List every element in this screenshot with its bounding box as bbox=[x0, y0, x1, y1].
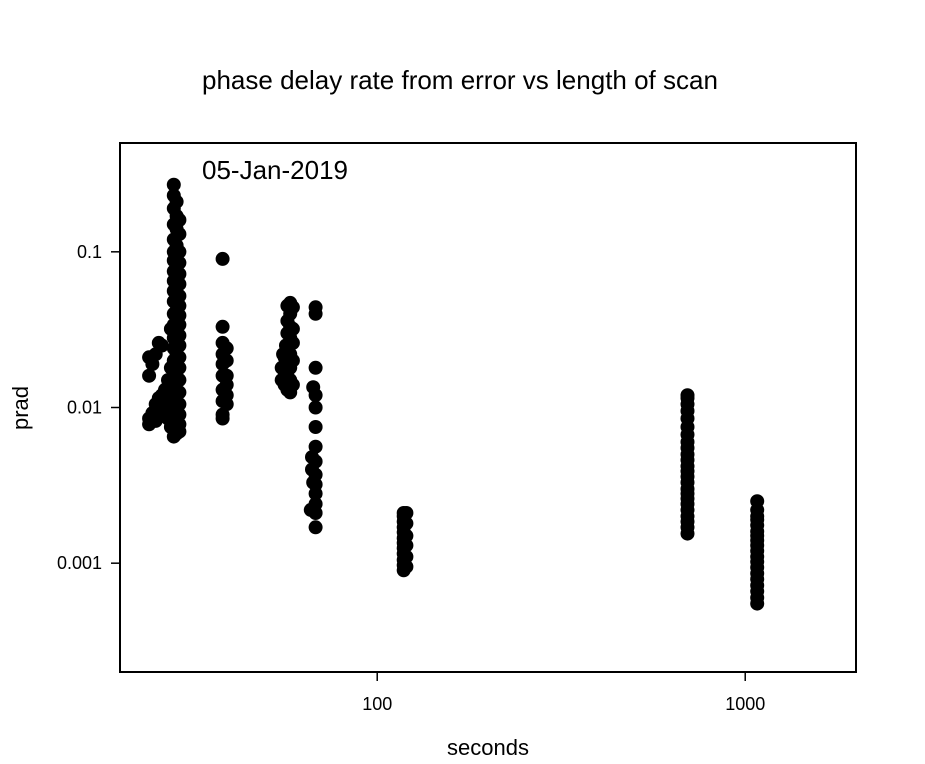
data-point bbox=[285, 321, 300, 336]
data-point bbox=[308, 400, 323, 415]
data-point bbox=[172, 267, 187, 281]
data-point bbox=[308, 454, 323, 469]
data-point bbox=[399, 538, 414, 553]
data-point bbox=[680, 388, 695, 403]
data-point bbox=[154, 338, 169, 353]
chart-title: phase delay rate from error vs length of… bbox=[202, 65, 718, 95]
data-point bbox=[399, 559, 414, 574]
data-point bbox=[142, 368, 157, 383]
data-point bbox=[172, 213, 187, 227]
data-point bbox=[172, 289, 187, 303]
data-point bbox=[172, 328, 187, 343]
data-point bbox=[215, 319, 230, 334]
data-point bbox=[399, 528, 414, 543]
data-point bbox=[285, 335, 300, 350]
y-tick-label: 0.001 bbox=[57, 553, 102, 573]
chart-subtitle: 05-Jan-2019 bbox=[202, 155, 348, 185]
data-point bbox=[308, 520, 323, 535]
data-point bbox=[219, 341, 234, 356]
x-axis: 100 1000 bbox=[362, 672, 765, 714]
data-point bbox=[285, 300, 300, 315]
data-point bbox=[172, 298, 187, 313]
data-point bbox=[399, 549, 414, 564]
data-point bbox=[308, 360, 323, 375]
data-point bbox=[172, 227, 187, 242]
data-point bbox=[172, 397, 187, 412]
data-point bbox=[399, 516, 414, 531]
data-point bbox=[172, 360, 187, 375]
data-point bbox=[399, 506, 414, 520]
x-axis-label: seconds bbox=[447, 735, 529, 760]
data-point bbox=[308, 497, 323, 511]
data-point bbox=[172, 244, 187, 259]
y-axis-label: prad bbox=[8, 386, 33, 430]
data-point bbox=[308, 467, 323, 482]
data-point bbox=[219, 368, 234, 383]
chart-title-block: phase delay rate from error vs length of… bbox=[202, 5, 718, 215]
data-points bbox=[142, 177, 765, 611]
data-point bbox=[172, 338, 187, 353]
data-point bbox=[166, 177, 181, 192]
data-point bbox=[172, 385, 187, 400]
data-point bbox=[169, 194, 184, 209]
y-tick-label: 0.1 bbox=[77, 242, 102, 262]
x-tick-label: 1000 bbox=[725, 694, 765, 714]
data-point bbox=[172, 373, 187, 388]
data-point bbox=[172, 255, 187, 270]
data-point bbox=[308, 388, 323, 403]
data-point bbox=[219, 353, 234, 368]
data-point bbox=[172, 308, 187, 323]
data-point bbox=[308, 420, 323, 434]
data-point bbox=[172, 277, 187, 292]
data-point bbox=[172, 407, 187, 422]
x-tick-label: 100 bbox=[362, 694, 392, 714]
data-point bbox=[172, 417, 187, 432]
data-point bbox=[750, 494, 765, 509]
data-point bbox=[308, 477, 323, 492]
y-axis: 0.1 0.01 0.001 bbox=[57, 242, 120, 573]
data-point bbox=[308, 300, 323, 315]
data-point bbox=[308, 439, 323, 454]
data-point bbox=[215, 251, 230, 266]
data-point bbox=[285, 377, 300, 392]
data-point bbox=[219, 388, 234, 403]
data-point bbox=[285, 353, 300, 368]
data-point bbox=[172, 350, 187, 365]
y-tick-label: 0.01 bbox=[67, 398, 102, 418]
